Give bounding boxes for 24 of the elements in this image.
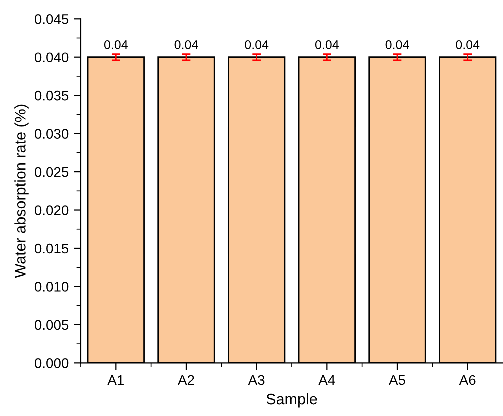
data-label: 0.04 xyxy=(386,40,410,50)
x-tick-label: A4 xyxy=(318,375,336,386)
y-tick-label: 0.000 xyxy=(34,358,69,368)
data-label: 0.04 xyxy=(456,40,480,50)
data-label: 0.04 xyxy=(245,40,269,50)
x-tick-label: A1 xyxy=(108,375,124,386)
y-tick-label: 0.025 xyxy=(34,167,69,178)
data-label: 0.04 xyxy=(104,40,128,50)
y-tick-label: 0.010 xyxy=(34,282,69,292)
y-tick-label: 0.030 xyxy=(34,129,69,139)
x-axis-title: Sample xyxy=(266,393,318,408)
y-tick-label: 0.005 xyxy=(34,320,69,330)
y-tick-label: 0.040 xyxy=(34,52,69,63)
x-tick-label: A3 xyxy=(248,375,265,386)
y-tick-label: 0.020 xyxy=(34,206,69,216)
y-tick-label: 0.035 xyxy=(34,90,69,101)
y-axis-title: Water absorption rate (%) xyxy=(14,104,29,278)
data-label: 0.04 xyxy=(315,40,339,50)
data-label: 0.04 xyxy=(174,40,198,50)
x-tick-label: A6 xyxy=(459,375,476,386)
x-tick-label: A5 xyxy=(389,375,406,386)
y-tick-label: 0.045 xyxy=(34,14,69,24)
y-tick-label: 0.015 xyxy=(34,244,69,254)
x-tick-label: A2 xyxy=(178,375,194,386)
